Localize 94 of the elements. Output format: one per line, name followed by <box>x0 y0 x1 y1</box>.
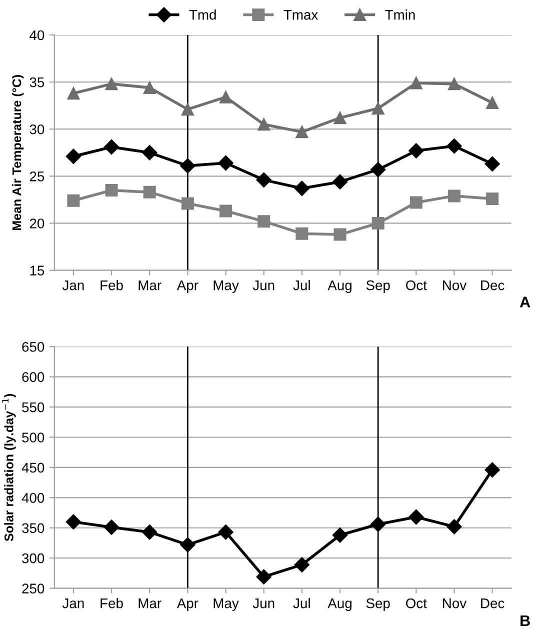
point <box>181 103 194 116</box>
x-tick-label: Feb <box>100 598 123 608</box>
x-tick-label: Apr <box>176 598 198 611</box>
x-tick-label: Jan <box>62 598 84 608</box>
x-tick-label: Aug <box>328 280 352 293</box>
x-tick-label: Jun <box>252 598 274 608</box>
x-tick-label: Sep <box>366 598 390 611</box>
x-tick-label: Jan <box>62 280 84 290</box>
point <box>408 143 424 158</box>
point <box>486 192 499 206</box>
y-tick-label: 500 <box>22 432 44 442</box>
y-tick-label: 30 <box>30 124 44 134</box>
point <box>448 190 460 202</box>
x-tick-label: May <box>214 280 239 293</box>
point <box>105 184 118 197</box>
point <box>486 96 499 110</box>
point <box>142 524 158 540</box>
x-tick-label: Jun <box>252 280 274 290</box>
x-tick-label: Oct <box>406 598 427 608</box>
point <box>448 78 460 90</box>
point <box>256 569 272 584</box>
y-tick-label: 350 <box>22 523 44 534</box>
point <box>66 514 82 530</box>
legend-label: Tmd <box>189 10 216 20</box>
x-tick-label: Feb <box>100 280 123 290</box>
y-tick-label: 450 <box>22 462 44 473</box>
point <box>258 215 270 228</box>
legend-label: Tmax <box>284 10 318 20</box>
point <box>332 174 348 190</box>
y-tick-label: 650 <box>22 342 44 352</box>
x-tick-label: Mar <box>138 280 162 290</box>
y-axis-title: Mean Air Temperature (°C) <box>12 75 24 230</box>
y-axis-title: Solar radiation (ly.day$^{−1}$) <box>2 394 16 542</box>
x-tick-label: Nov <box>443 280 467 290</box>
x-tick-label: Dec <box>481 280 504 290</box>
point <box>142 145 158 160</box>
y-tick-label: 40 <box>30 30 44 40</box>
point <box>143 186 156 198</box>
point <box>104 139 120 155</box>
point <box>67 194 80 207</box>
point <box>372 216 384 230</box>
point <box>370 516 386 532</box>
y-tick-label: 400 <box>22 493 44 503</box>
point <box>181 197 194 210</box>
x-tick-label: Aug <box>328 598 352 611</box>
x-tick-label: Jul <box>293 598 310 608</box>
y-tick-label: 20 <box>30 218 44 228</box>
point <box>410 196 422 209</box>
point <box>294 180 310 196</box>
point <box>408 509 424 525</box>
point <box>218 524 234 540</box>
x-tick-label: Oct <box>406 280 427 290</box>
point <box>180 537 196 552</box>
point <box>67 87 80 100</box>
point <box>218 155 234 171</box>
point <box>180 158 196 174</box>
x-tick-label: Sep <box>366 280 390 293</box>
point <box>220 204 232 218</box>
x-tick-label: Jul <box>293 280 310 290</box>
point <box>143 81 156 94</box>
point <box>256 172 272 188</box>
point <box>446 519 462 534</box>
point <box>372 102 384 115</box>
point <box>296 227 308 240</box>
point <box>66 148 82 164</box>
point <box>484 156 500 172</box>
x-tick-label: May <box>214 598 239 611</box>
text: B <box>520 615 530 626</box>
point <box>296 126 308 138</box>
point <box>334 228 346 241</box>
x-tick-label: Apr <box>176 280 198 293</box>
x-tick-label: Mar <box>138 598 162 608</box>
x-tick-label: Dec <box>481 598 504 608</box>
y-tick-label: 35 <box>30 77 44 88</box>
point <box>370 162 386 178</box>
y-tick-label: 250 <box>22 584 44 594</box>
x-tick-label: Nov <box>443 598 467 608</box>
point <box>220 90 232 104</box>
point <box>410 76 422 90</box>
point <box>484 462 500 478</box>
point <box>105 78 118 90</box>
y-tick-label: 600 <box>22 372 44 382</box>
y-tick-label: 25 <box>30 172 44 182</box>
y-tick-label: 300 <box>22 553 44 564</box>
point <box>258 118 270 131</box>
y-tick-label: 550 <box>22 402 44 412</box>
point <box>294 557 310 572</box>
point <box>104 520 120 535</box>
y-tick-label: 15 <box>30 266 44 276</box>
legend-label: Tmin <box>385 10 415 20</box>
point <box>446 138 462 154</box>
point <box>334 112 346 124</box>
point <box>332 528 348 543</box>
text: A <box>520 296 530 308</box>
